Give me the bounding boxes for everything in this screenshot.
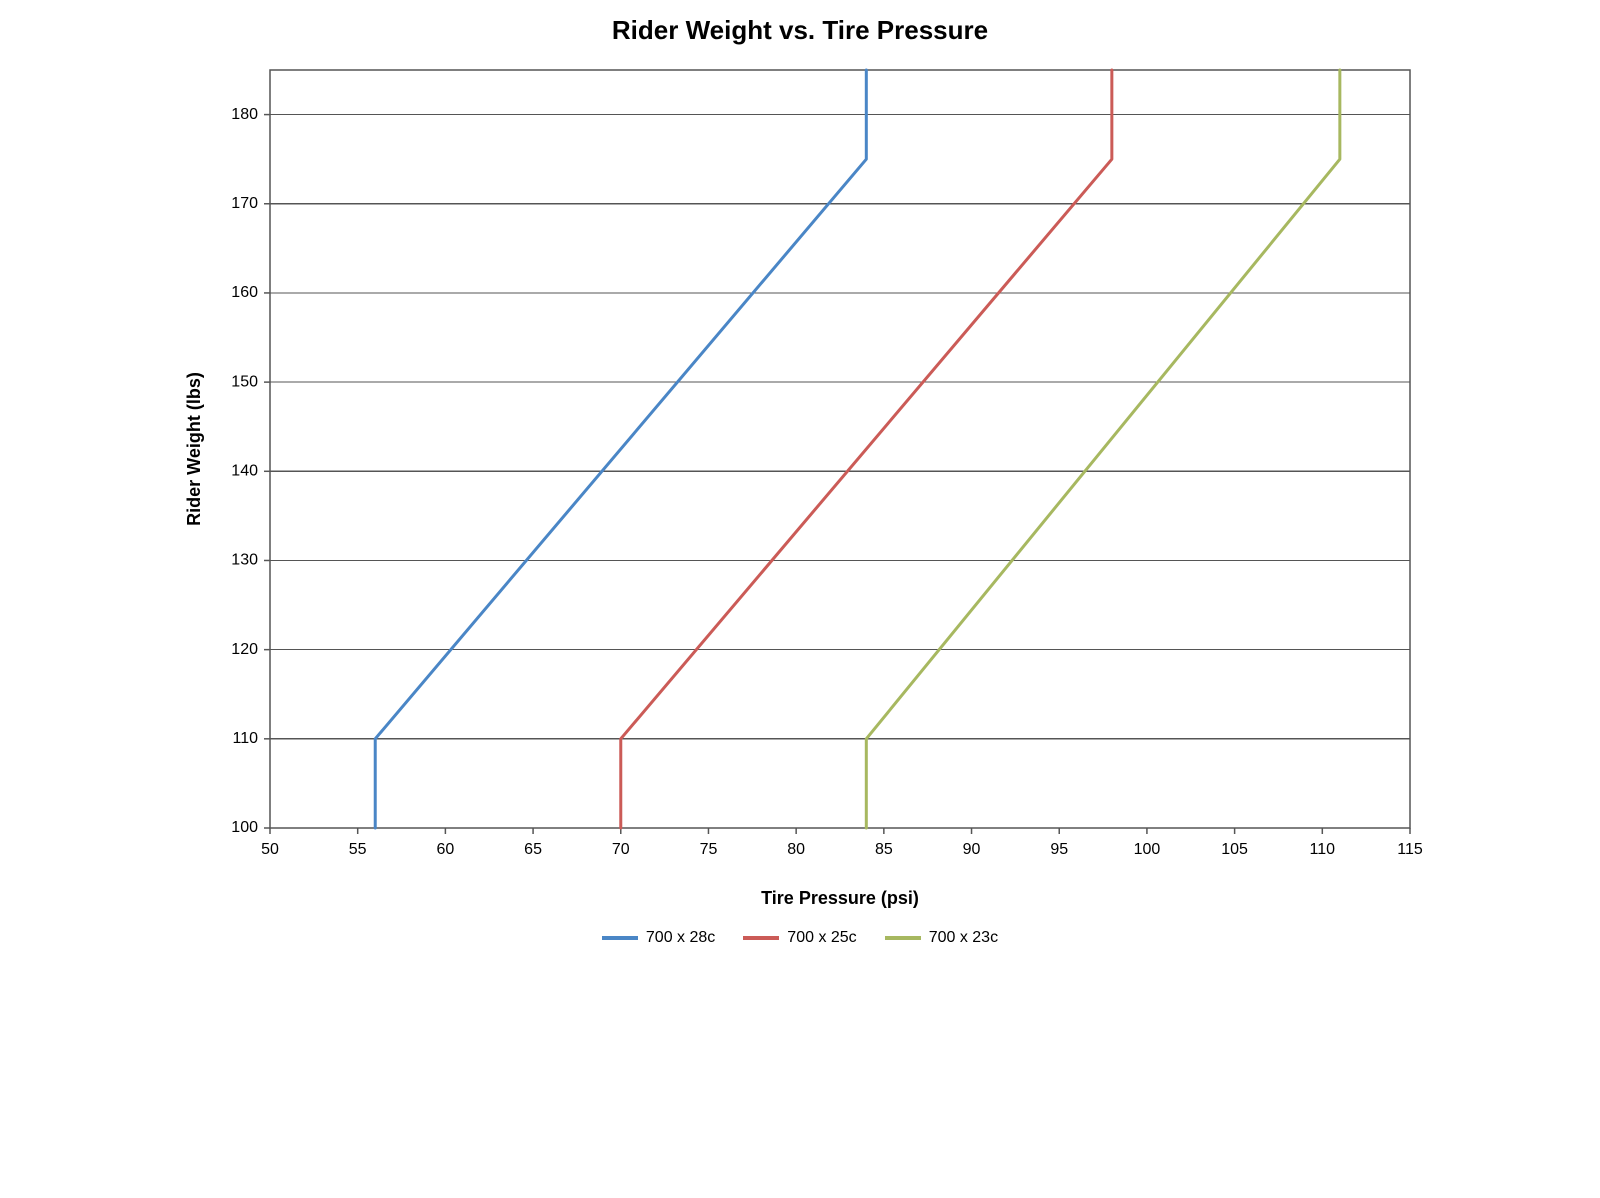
x-tick-label: 115: [1397, 841, 1423, 858]
chart-plot: 100 110 120 130 140 150 160 170 180 50 55 60 65 70 75 8…: [160, 60, 1440, 918]
y-tick-label: 100: [231, 819, 258, 836]
y-tick-label: 110: [232, 730, 258, 747]
x-tick-label: 90: [963, 841, 981, 858]
y-tick-label: 150: [231, 373, 258, 390]
y-tick-label: 130: [231, 552, 258, 569]
x-tick-label: 75: [700, 841, 718, 858]
x-axis-label: Tire Pressure (psi): [761, 888, 919, 908]
legend-label: 700 x 23c: [929, 929, 998, 947]
chart-container: Rider Weight vs. Tire Pressure 100 110 120…: [160, 0, 1440, 958]
x-tick-label: 85: [875, 841, 893, 858]
legend-swatch: [602, 936, 638, 940]
legend-item-2: 700 x 23c: [885, 929, 998, 947]
legend-item-1: 700 x 25c: [743, 929, 856, 947]
chart-title: Rider Weight vs. Tire Pressure: [160, 0, 1440, 60]
legend-swatch: [743, 936, 779, 940]
legend-label: 700 x 25c: [787, 929, 856, 947]
y-axis-label: Rider Weight (lbs): [184, 372, 204, 526]
x-tick-label: 55: [349, 841, 367, 858]
x-tick-label: 50: [261, 841, 279, 858]
legend-item-0: 700 x 28c: [602, 929, 715, 947]
x-tick-label: 100: [1134, 841, 1161, 858]
x-tick-label: 110: [1310, 841, 1336, 858]
y-tick-label: 160: [231, 284, 258, 301]
legend-label: 700 x 28c: [646, 929, 715, 947]
y-tick-label: 140: [231, 463, 258, 480]
legend-swatch: [885, 936, 921, 940]
x-tick-label: 95: [1050, 841, 1068, 858]
y-tick-label: 120: [231, 641, 258, 658]
x-tick-label: 80: [787, 841, 805, 858]
plot-area: [270, 70, 1410, 828]
x-tick-label: 65: [524, 841, 542, 858]
chart-legend: 700 x 28c 700 x 25c 700 x 23c: [160, 918, 1440, 958]
x-tick-label: 70: [612, 841, 630, 858]
y-tick-label: 170: [231, 195, 258, 212]
x-tick-label: 105: [1221, 841, 1248, 858]
y-tick-label: 180: [231, 106, 258, 123]
x-tick-label: 60: [436, 841, 454, 858]
